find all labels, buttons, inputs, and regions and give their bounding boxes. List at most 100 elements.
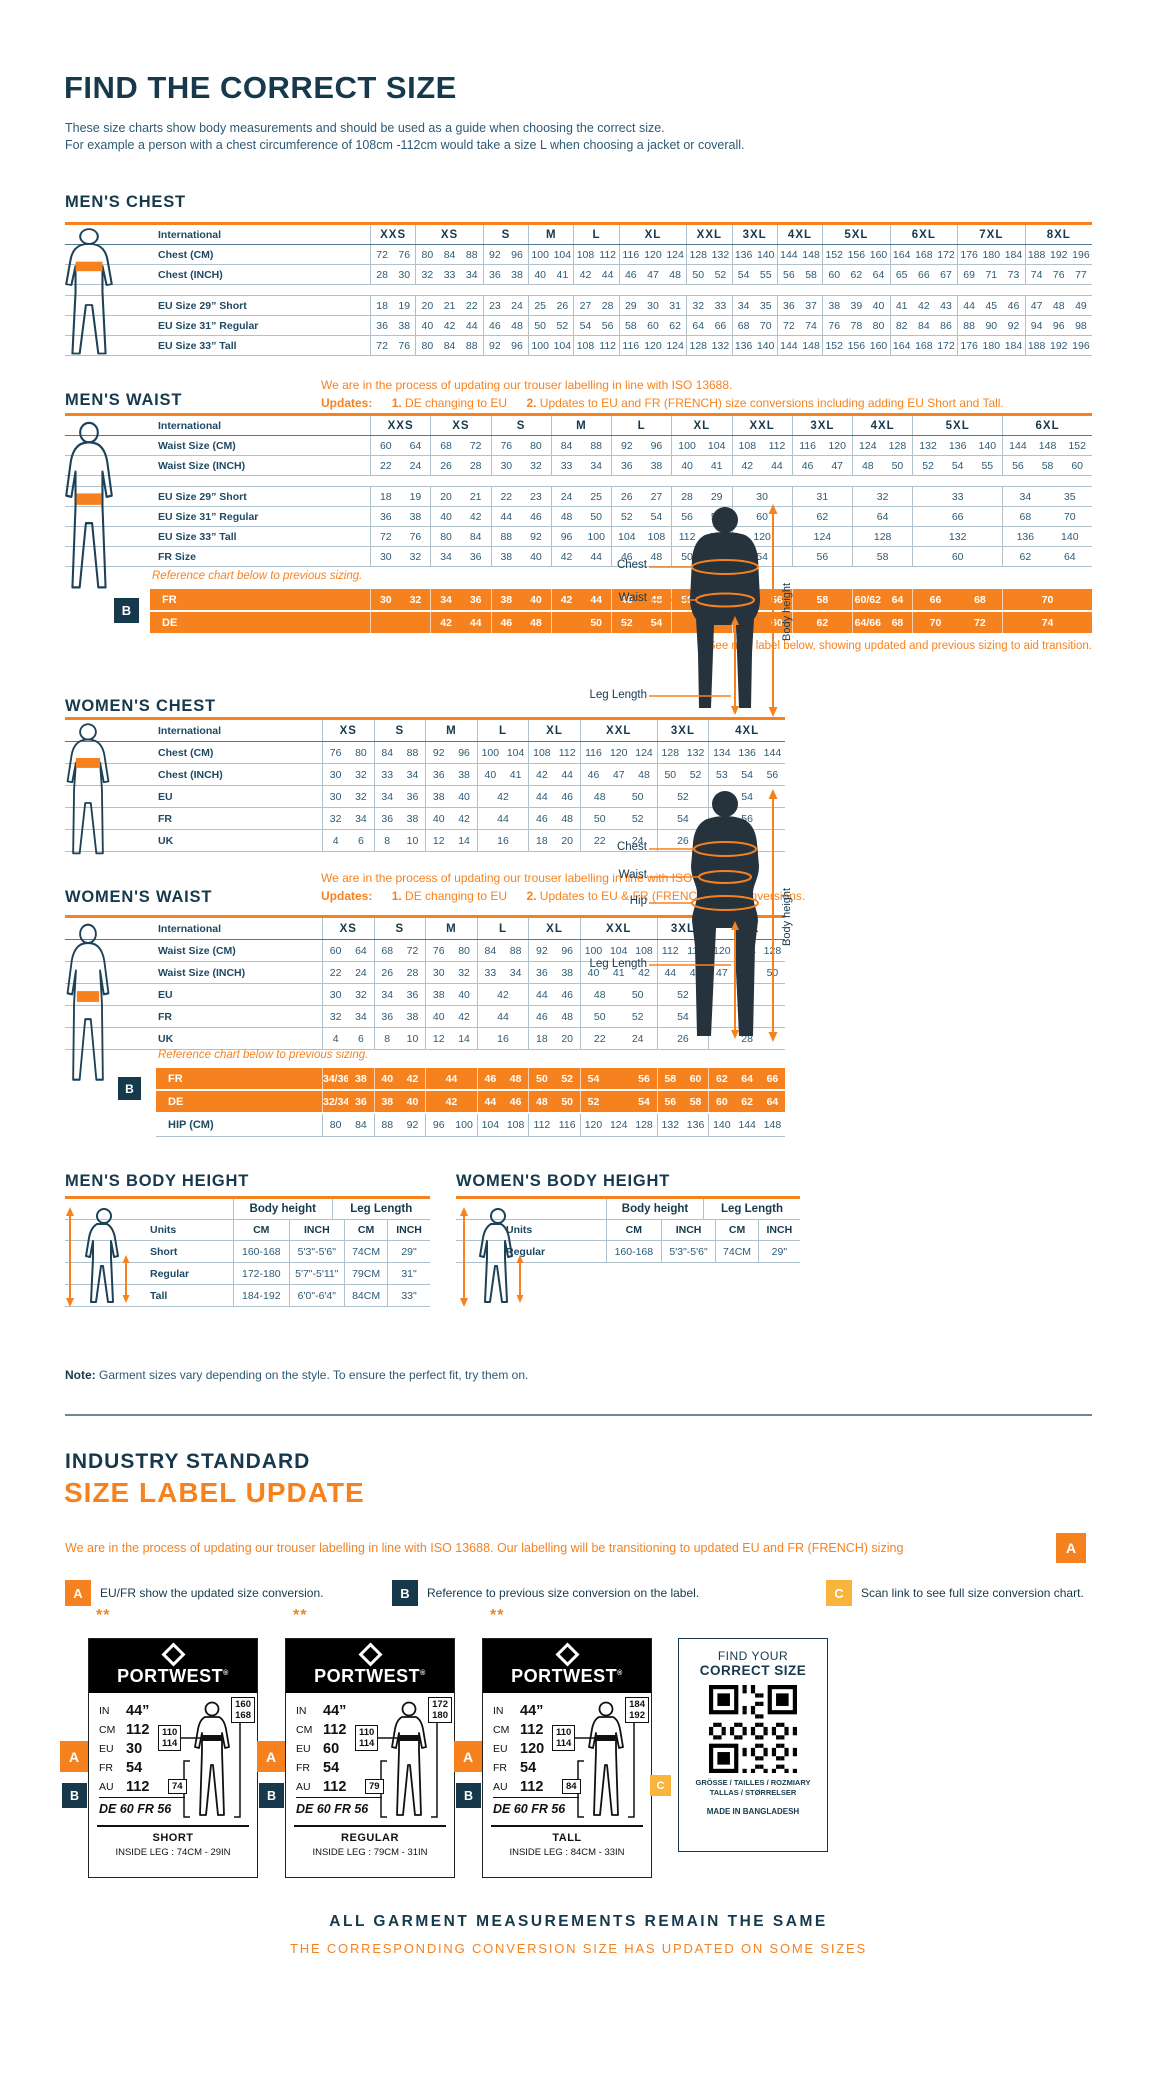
size-value: 64 [891,593,904,606]
height-measure-box: 184 192 [625,1697,649,1723]
size-value: 22 [379,459,392,472]
size-value: 26 [381,966,394,979]
table-row: Chest (INCH) 30 32 33 34 36 38 40 41 42 44 46 47 48 50… [65,764,785,786]
mens-waist-previous-table: FR30323436384042444648505254565860/62646… [150,589,1092,635]
size-value: 164 [892,248,911,261]
size-cell-group: 18 20 [528,830,580,851]
size-value: 42 [445,1095,458,1108]
size-value: 20 [440,490,452,503]
size-value: 148 [802,339,820,352]
size-cell-group: 34 36 [430,589,490,610]
size-value: 88 [465,248,478,261]
size-cell-group: 48 50 [579,984,657,1005]
size-cell-group: 44 46 [490,507,551,526]
card-figure: 110 114 160 168 74 [158,1697,255,1823]
size-cell-group: 100 104 [671,436,731,455]
size-cell-group [889,285,957,295]
size-value: 36 [469,550,482,563]
brand-name: PORTWEST® [511,1665,623,1686]
size-value: 54 [951,459,964,472]
size-value: 34 [737,299,750,312]
size-value: 112 [558,746,576,759]
size-cell-group [528,285,573,295]
size-value: 20 [561,1032,574,1045]
leg-measure-box: 84 [562,1779,581,1794]
size-cell-group: 66 68 [912,589,1002,610]
size-value: 22 [593,834,606,847]
size-cell-group: 176 180 184 [957,336,1024,355]
size-cell-group: 38 40 [425,984,477,1005]
table-row: Waist Size (CM) 60 64 68 72 76 80 84 88 92 96 100 10… [65,940,785,962]
size-value: 50 [593,812,606,825]
size-field-value: 54 [323,1759,340,1776]
size-cell-group: 60/62 64 [852,589,912,610]
size-value: 92 [432,746,445,759]
height-cell: 160-168 [233,1241,289,1262]
size-cell-group: 30 32 [322,764,374,785]
size-value: 40 [872,299,885,312]
size-value: 116 [622,339,640,352]
size-field-value: 54 [520,1759,537,1776]
column-header: M [528,225,573,244]
size-value: 62 [816,616,829,629]
size-cell-group: 30 32 [322,786,374,807]
size-field-row: IN 44” [99,1701,149,1720]
size-cell-group: 26 27 [611,487,671,506]
size-value: 30 [647,299,659,312]
size-value: 88 [590,439,603,452]
size-cell-group: 66 [912,507,1002,526]
size-value: 58 [664,1072,677,1085]
size-cell-group: 36 38 [425,764,477,785]
size-value: 23 [530,490,542,503]
size-cell-group: 50 52 [579,808,657,829]
size-cell-group: 72 76 [370,527,430,546]
industry-standard-title: INDUSTRY STANDARD [65,1450,311,1473]
row-label: Units [150,1224,177,1236]
iso-note: We are in the process of updating our tr… [321,871,733,885]
size-cell-group: 34/36 38 [322,1068,374,1089]
size-cell-group: 56 58 60 [1002,456,1092,475]
size-value: 88 [465,339,478,352]
size-value: 48 [861,459,874,472]
size-value: 30 [379,550,392,563]
size-cell-group: 33 [912,487,1002,506]
size-field-row: EU 60 [296,1739,346,1758]
size-value: 6 [358,834,364,847]
column-header: 4XL [776,225,822,244]
table-row: Waist Size (CM) 60 64 68 72 76 80 84 88 92 96 100 10… [65,436,1092,456]
size-field-value: 60 [323,1740,340,1757]
size-value: 148 [1038,439,1057,452]
size-value: 52 [689,768,702,781]
size-cell-group: 136 140 [731,245,777,264]
size-cell-group: 42 44 [430,612,490,633]
size-value: 48 [509,1072,522,1085]
row-label: EU Size 33” Tall [158,530,237,543]
row-label: FR Size [158,550,196,563]
stars-marker: ** [96,1607,111,1624]
card-divider-line [97,1825,249,1827]
size-value: 33 [484,966,497,979]
size-value: 64 [692,319,705,332]
size-value: 44 [963,299,975,312]
size-field-row: FR 54 [493,1758,544,1777]
size-value: 38 [650,459,663,472]
size-value: 144 [763,746,782,759]
size-cell-group: 33 34 [550,456,611,475]
column-header: 8XL [1024,225,1092,244]
size-value: 72 [783,319,795,332]
size-cell-group: 40 41 [528,265,573,284]
garment-label-tall: A B PORTWEST® IN 44” CM 112 EU 120 FR 54 AU 112 DE 60… [454,1638,652,1878]
size-value: 66 [929,593,942,606]
size-cell-group: 32 [852,487,912,506]
size-value: 36 [620,459,633,472]
size-value: 40 [421,319,434,332]
height-cell: CM [715,1220,757,1240]
size-value: 172 [937,339,955,352]
size-value: 62 [850,268,863,281]
size-cell-group: 40 42 [373,1068,426,1089]
size-cell-group: 42 44 [573,265,618,284]
size-value: 43 [940,299,952,312]
size-field-row: AU 112 [296,1777,346,1796]
height-cell: 74CM [344,1241,387,1262]
